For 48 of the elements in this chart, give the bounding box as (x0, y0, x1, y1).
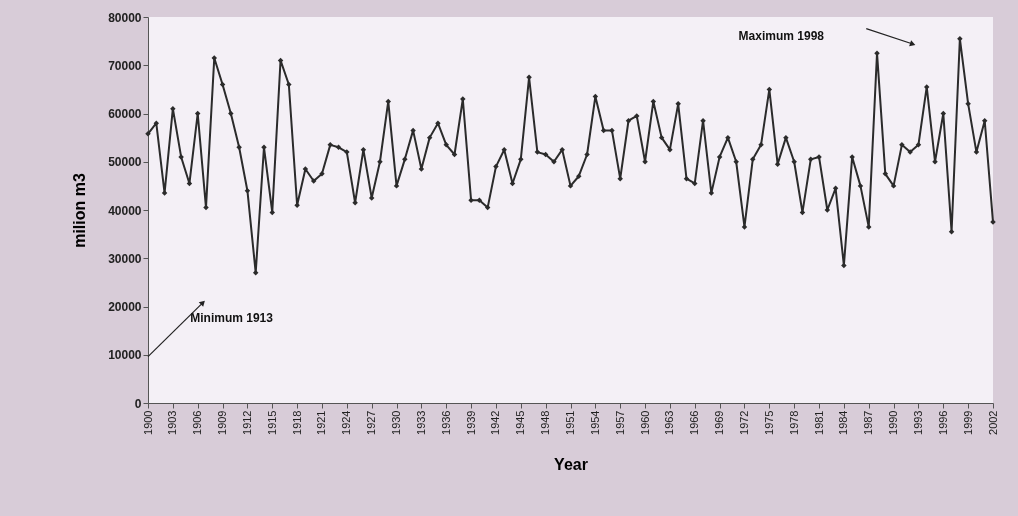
annotation: Minimum 1913 (190, 311, 274, 326)
y-tick-label: 10000 (108, 348, 142, 363)
y-tick-label: 50000 (108, 155, 142, 170)
x-tick-label: 1924 (340, 410, 353, 435)
x-tick-label: 1930 (390, 410, 403, 435)
y-tick-label: 20000 (108, 300, 142, 314)
x-tick-label: 1975 (762, 410, 775, 435)
y-tick-label: 60000 (108, 107, 142, 121)
x-tick-label: 1960 (638, 410, 651, 435)
x-tick-label: 1948 (539, 410, 552, 435)
x-tick-label: 1936 (439, 410, 452, 435)
x-tick-label: 1906 (191, 410, 204, 435)
x-tick-label: 1987 (862, 410, 875, 435)
y-tick-label: 80000 (108, 10, 142, 25)
x-tick-label: 1969 (713, 410, 726, 435)
x-tick-label: 1951 (564, 410, 576, 435)
x-tick-label: 1999 (961, 410, 974, 435)
x-tick-label: 1957 (613, 410, 626, 435)
x-tick-label: 1945 (514, 410, 527, 435)
x-tick-label: 1927 (365, 410, 378, 435)
x-axis-title: Year (554, 455, 588, 473)
x-tick-label: 1933 (414, 410, 427, 435)
x-tick-label: 1900 (141, 410, 154, 435)
x-tick-label: 1903 (166, 410, 179, 435)
x-tick-label: 1939 (464, 410, 477, 435)
x-tick-label: 1996 (936, 410, 949, 435)
annotation: Maximum 1998 (738, 29, 825, 44)
x-tick-label: 1921 (315, 410, 328, 435)
x-tick-label: 1981 (812, 410, 825, 435)
x-tick-label: 2002 (986, 410, 999, 435)
y-axis-title: milion m3 (71, 173, 89, 248)
x-tick-label: 1972 (737, 410, 750, 435)
y-tick-label: 70000 (108, 58, 142, 73)
x-tick-label: 1966 (688, 410, 701, 435)
y-tick-label: 0 (134, 396, 142, 411)
y-tick-label: 40000 (108, 203, 142, 218)
x-tick-label: 1963 (663, 410, 676, 435)
x-tick-label: 1912 (240, 410, 253, 435)
x-tick-label: 1990 (887, 410, 900, 435)
x-tick-label: 1978 (787, 410, 800, 435)
x-tick-label: 1909 (216, 410, 229, 435)
x-tick-label: 1918 (290, 410, 303, 435)
x-tick-label: 1915 (265, 410, 278, 435)
x-tick-label: 1993 (911, 410, 924, 435)
x-tick-label: 1942 (489, 410, 502, 435)
x-tick-label: 1984 (837, 410, 850, 435)
x-tick-label: 1954 (588, 410, 601, 435)
y-tick-label: 30000 (108, 251, 142, 266)
